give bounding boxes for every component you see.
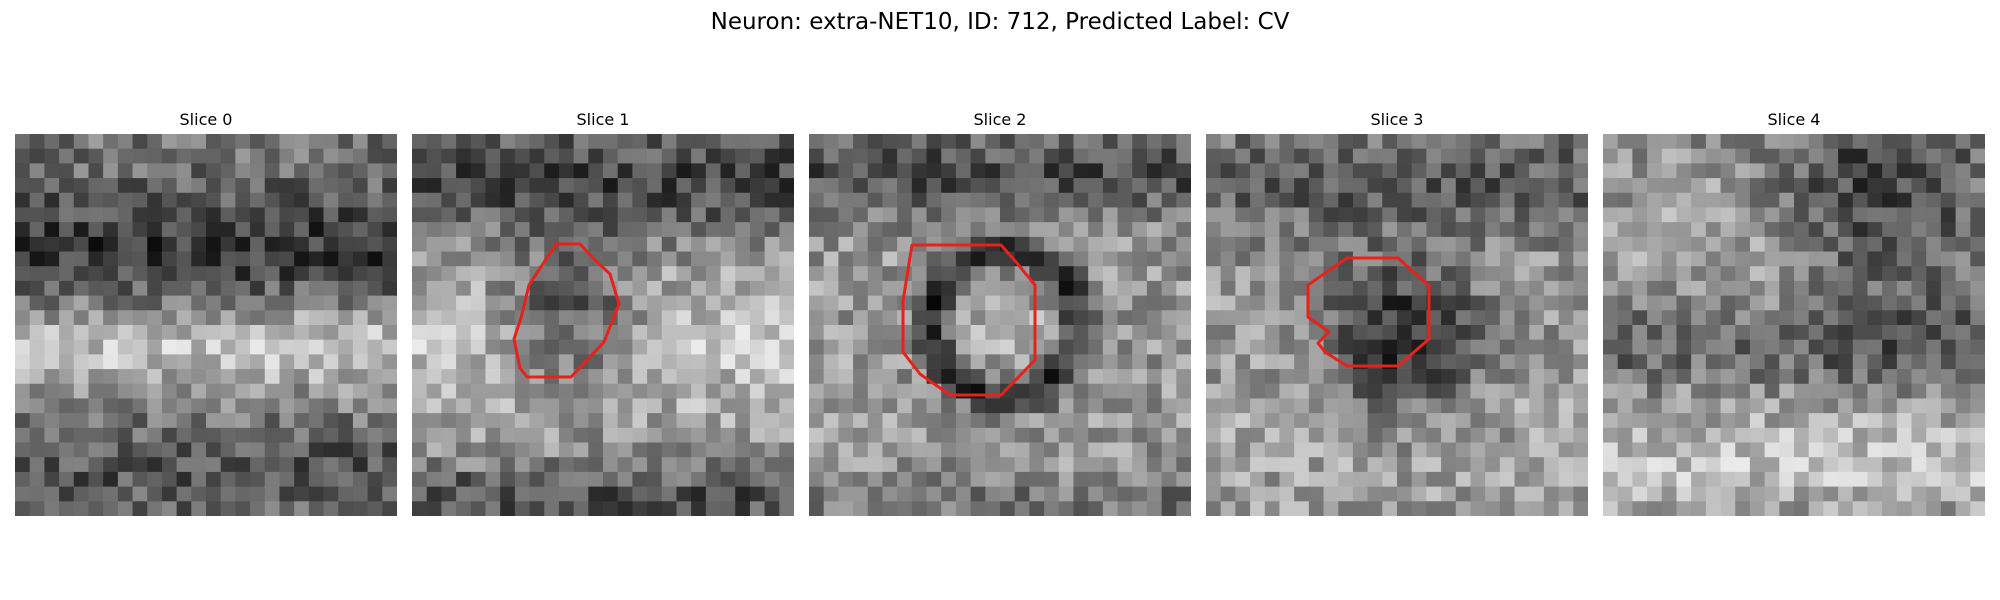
slice-title: Slice 1 [576, 110, 630, 129]
octagon-outline [901, 243, 1037, 397]
slice-image [809, 134, 1191, 516]
slice-image [1206, 134, 1588, 516]
slice-image [412, 134, 794, 516]
slice-panel: Slice 1 [412, 108, 794, 520]
slice-panel: Slice 4 [1603, 108, 1985, 520]
slice-panel: Slice 0 [15, 108, 397, 520]
octagon-outline [1306, 256, 1431, 368]
slice-panel: Slice 3 [1206, 108, 1588, 520]
slice-title: Slice 4 [1767, 110, 1821, 129]
slice-title: Slice 0 [179, 110, 233, 129]
octagon-outline [512, 242, 621, 379]
figure-title: Neuron: extra-NET10, ID: 712, Predicted … [710, 9, 1290, 35]
slice-panel: Slice 2 [809, 108, 1191, 520]
slice-image [1603, 134, 1985, 516]
slice-title: Slice 3 [1370, 110, 1424, 129]
slice-panels: Slice 0 Slice 1 Slice 2 Slice 3 Slice 4 [15, 108, 1986, 520]
slice-image [15, 134, 397, 516]
slice-title: Slice 2 [973, 110, 1027, 129]
